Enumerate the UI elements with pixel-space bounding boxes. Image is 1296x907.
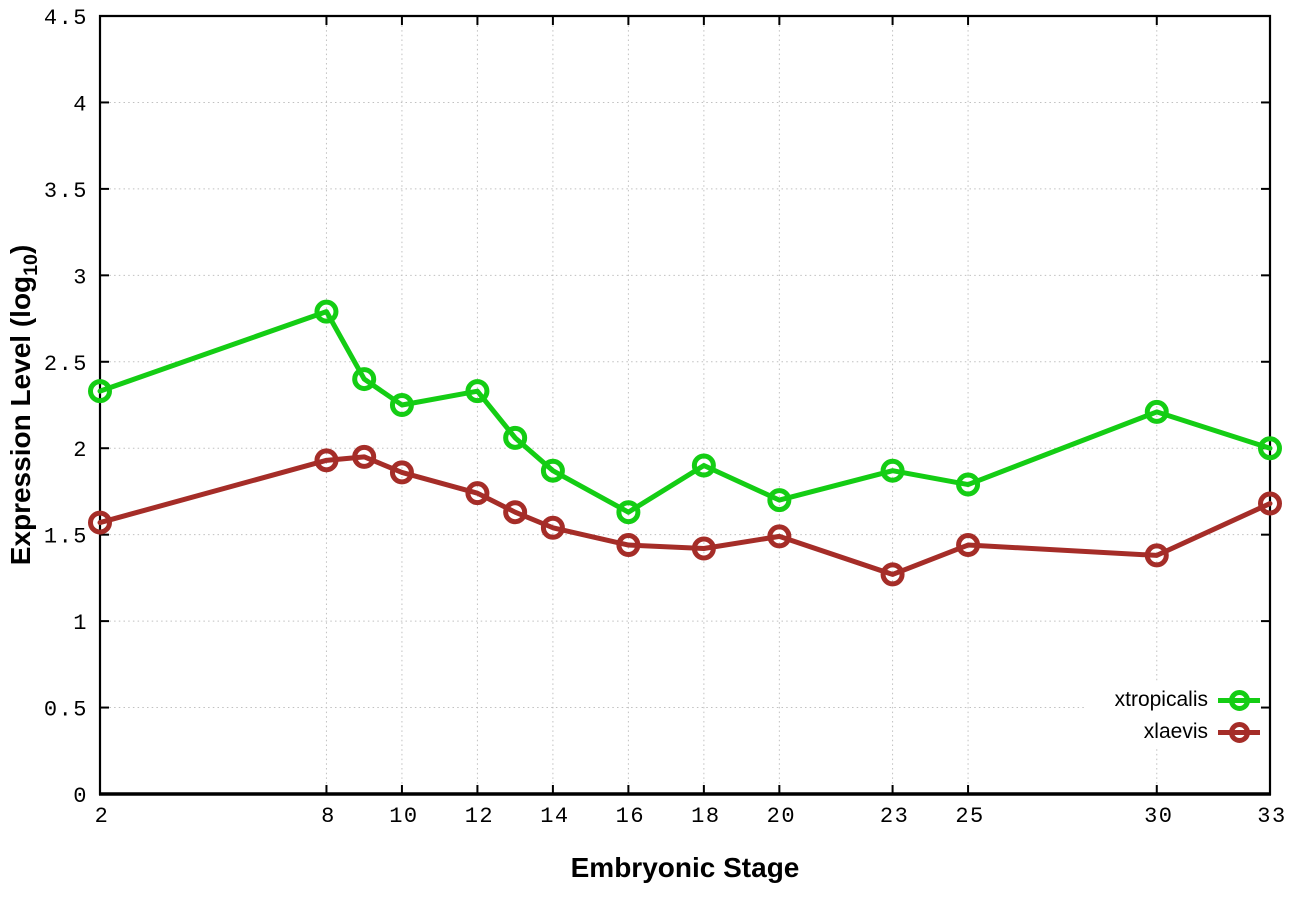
y-tick-label: 1 — [73, 611, 88, 636]
data-point-marker — [1258, 491, 1282, 516]
data-point-marker — [389, 393, 414, 417]
x-tick-label: 2 — [95, 804, 110, 829]
data-point-marker — [956, 533, 981, 558]
series-line — [97, 309, 1273, 515]
data-point-marker — [767, 524, 792, 549]
x-tick-label: 16 — [616, 804, 645, 829]
legend-circle-icon — [1228, 689, 1250, 711]
data-point-marker — [465, 481, 490, 506]
y-axis-title: Expression Level (log10) — [5, 245, 43, 566]
x-tick-label: 25 — [955, 804, 984, 829]
data-point-marker — [616, 500, 641, 525]
data-point-marker — [691, 453, 716, 478]
y-tick-label: 3.5 — [44, 179, 88, 204]
data-point-marker — [314, 299, 339, 324]
data-point-marker — [352, 444, 377, 469]
legend-label-xlaevis: xlaevis — [1143, 720, 1208, 743]
y-axis-title-text: Expression Level (log — [5, 275, 37, 566]
y-tick-labels: 0 0.5 1 1.5 2 2.5 3 3.5 4 4.5 — [44, 6, 88, 809]
data-point-marker — [88, 510, 112, 535]
data-point-marker — [1144, 543, 1169, 568]
x-axis-title: Embryonic Stage — [570, 852, 800, 883]
data-point-marker — [503, 500, 528, 525]
data-point-marker — [691, 536, 716, 561]
data-point-marker — [616, 533, 641, 558]
legend-circle-icon — [1228, 721, 1250, 743]
legend-label-xtropicalis: xtropicalis — [1114, 688, 1208, 711]
data-point-marker — [352, 367, 377, 392]
data-point-marker — [880, 562, 905, 587]
x-tick-labels: 2 8 10 12 14 16 18 20 23 25 30 33 — [95, 804, 1286, 829]
data-point-marker — [465, 379, 490, 404]
y-axis-title-subscript: 10 — [19, 254, 42, 276]
y-axis-title-suffix: ) — [5, 244, 37, 255]
x-tick-label: 20 — [767, 804, 796, 829]
legend-item-xtropicalis: xtropicalis — [1115, 684, 1260, 716]
data-point-marker — [314, 448, 339, 473]
x-tick-label: 8 — [321, 804, 336, 829]
legend-item-xlaevis: xlaevis — [1115, 716, 1260, 748]
x-tick-label: 10 — [389, 804, 418, 829]
y-tick-label: 4 — [73, 92, 88, 117]
x-tick-label: 33 — [1257, 804, 1286, 829]
data-point-marker — [1258, 436, 1282, 461]
gridlines — [99, 15, 1271, 795]
x-tick-label: 14 — [540, 804, 569, 829]
series-xtropicalis — [88, 299, 1282, 525]
data-point-marker — [956, 472, 981, 497]
y-tick-label: 0.5 — [44, 698, 88, 723]
plot-border — [98, 14, 1272, 796]
data-point-marker — [389, 460, 414, 485]
data-point-marker — [767, 488, 792, 513]
series-xlaevis — [88, 444, 1282, 587]
legend-backdrop — [1086, 683, 1258, 749]
series-line — [97, 454, 1273, 577]
data-point-marker — [1144, 399, 1169, 424]
y-tick-label: 1.5 — [44, 525, 88, 550]
data-point-marker — [503, 425, 528, 450]
data-point-marker — [88, 379, 112, 404]
legend: xtropicalis xlaevis — [1115, 684, 1260, 748]
data-point-marker — [880, 458, 905, 483]
tick-marks — [99, 15, 1271, 795]
data-point-marker — [540, 515, 565, 540]
y-tick-label: 2.5 — [44, 352, 88, 377]
x-tick-label: 18 — [691, 804, 720, 829]
x-tick-label: 23 — [880, 804, 909, 829]
y-tick-label: 4.5 — [44, 6, 88, 31]
x-tick-label: 30 — [1144, 804, 1173, 829]
y-tick-label: 3 — [73, 265, 88, 290]
data-point-marker — [540, 458, 565, 483]
y-tick-label: 0 — [73, 784, 88, 809]
legend-marker-icon — [1218, 688, 1260, 712]
y-tick-label: 2 — [73, 438, 88, 463]
legend-marker-icon — [1218, 720, 1260, 744]
x-tick-label: 12 — [465, 804, 494, 829]
